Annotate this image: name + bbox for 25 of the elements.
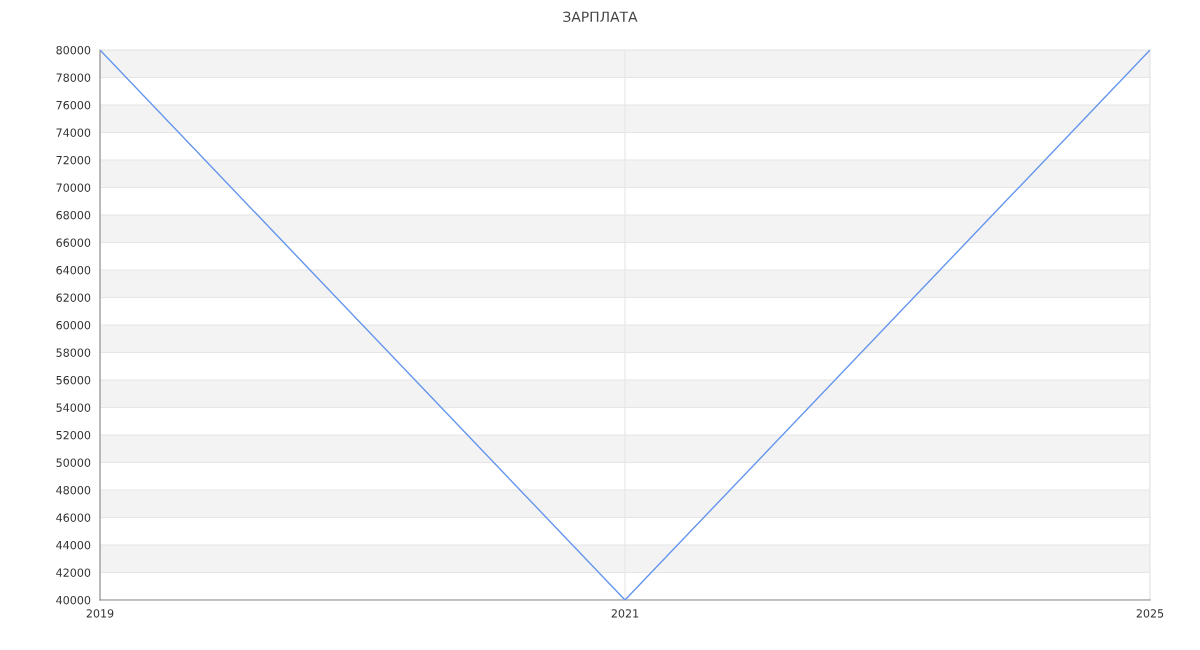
y-tick-label: 48000 [56, 485, 91, 495]
y-tick-label: 54000 [56, 403, 91, 412]
x-tick-label: 2019 [86, 609, 114, 618]
y-tick-label: 42000 [56, 568, 91, 577]
x-tick-label: 2025 [1136, 609, 1164, 618]
y-tick-label: 56000 [56, 375, 91, 385]
y-tick-label: 40000 [56, 595, 91, 605]
y-tick-label: 64000 [56, 265, 91, 275]
y-tick-label: 46000 [56, 513, 91, 522]
y-tick-label: 72000 [56, 155, 91, 165]
y-tick-label: 50000 [56, 458, 91, 467]
y-tick-label: 44000 [56, 540, 91, 550]
chart-title: ЗАРПЛАТА [563, 11, 638, 23]
y-tick-label: 52000 [56, 430, 91, 440]
y-tick-label: 78000 [56, 73, 91, 82]
y-tick-label: 58000 [56, 348, 91, 357]
y-tick-label: 68000 [56, 210, 91, 220]
y-tick-label: 74000 [56, 128, 91, 137]
y-tick-label: 62000 [56, 293, 91, 302]
y-tick-label: 76000 [56, 100, 91, 110]
y-tick-label: 80000 [56, 45, 91, 55]
x-tick-label: 2021 [611, 609, 639, 618]
y-tick-label: 66000 [56, 238, 91, 247]
y-tick-label: 70000 [56, 183, 91, 192]
y-tick-label: 60000 [56, 320, 91, 330]
